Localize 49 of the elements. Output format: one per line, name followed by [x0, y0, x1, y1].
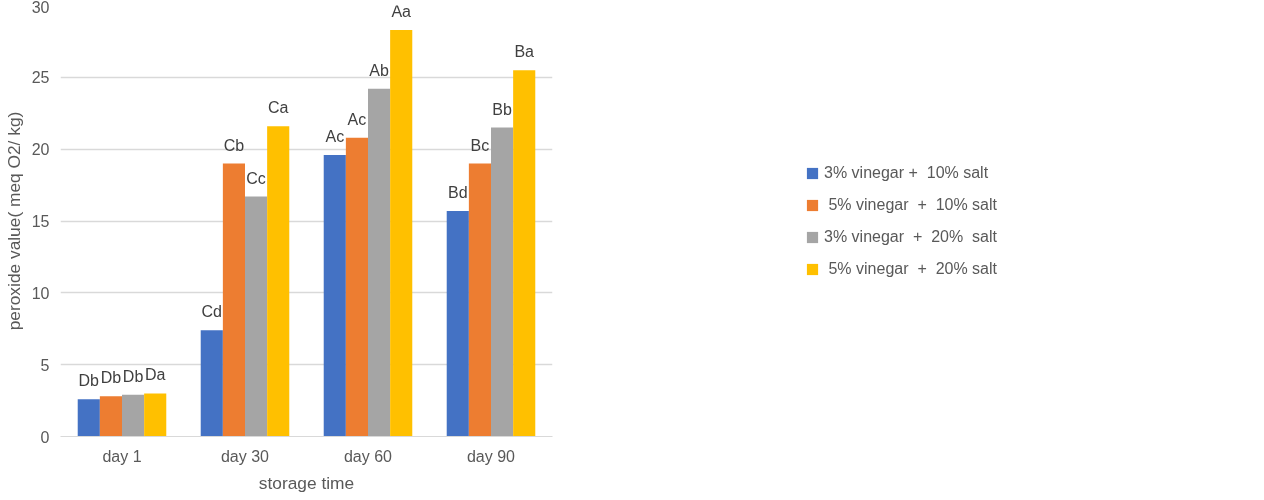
bar: [513, 70, 536, 437]
bar: [267, 126, 290, 437]
data-label: Da: [144, 366, 166, 384]
bar: [245, 196, 268, 437]
bar: [368, 88, 391, 437]
y-tick-label: 30: [31, 0, 50, 16]
legend-label: 5% vinegar + 10% salt: [827, 195, 997, 214]
y-tick-label: 5: [40, 356, 50, 374]
data-label: Ab: [369, 61, 389, 79]
bar: [446, 210, 469, 437]
y-tick-label: 25: [31, 69, 50, 87]
y-tick-label: 20: [31, 141, 50, 159]
bar: [77, 399, 100, 437]
bar: [323, 154, 346, 437]
data-label: Aa: [391, 2, 412, 20]
x-axis-title: storage time: [258, 472, 355, 493]
x-tick-label: day 90: [466, 447, 516, 465]
data-label: Cd: [201, 303, 223, 321]
data-label: Bd: [448, 183, 468, 201]
bar: [345, 137, 368, 437]
bar: [200, 330, 223, 437]
data-label: Db: [78, 372, 100, 390]
y-tick-label: 15: [31, 213, 50, 230]
bar: [468, 163, 491, 437]
bar: [144, 393, 167, 437]
bar: [99, 396, 122, 437]
bar: [122, 394, 145, 437]
x-tick-label: day 60: [343, 447, 393, 465]
data-label: Db: [100, 369, 122, 387]
data-label: Bb: [492, 100, 512, 118]
data-label: Ac: [325, 127, 345, 145]
data-label: Ca: [267, 99, 289, 117]
x-tick-label: day 1: [102, 447, 142, 465]
legend-label: 5% vinegar + 20% salt: [827, 259, 997, 278]
y-tick-label: 0: [40, 428, 50, 446]
legend-label: 3% vinegar + 10% salt: [824, 163, 989, 182]
data-label: Ac: [347, 110, 367, 128]
y-tick-label: 10: [31, 284, 50, 302]
data-label: Cb: [223, 136, 245, 154]
bar: [390, 29, 413, 437]
bar: [222, 163, 245, 437]
data-label: Ba: [514, 43, 535, 61]
data-label: Bc: [470, 136, 490, 154]
data-label: Cc: [246, 169, 266, 187]
legend-label: 3% vinegar + 20% salt: [824, 227, 997, 246]
y-axis-title: peroxide value( meq O2/ kg): [3, 111, 24, 331]
bar: [491, 127, 514, 437]
data-label: Db: [122, 367, 144, 385]
x-tick-label: day 30: [220, 447, 270, 465]
